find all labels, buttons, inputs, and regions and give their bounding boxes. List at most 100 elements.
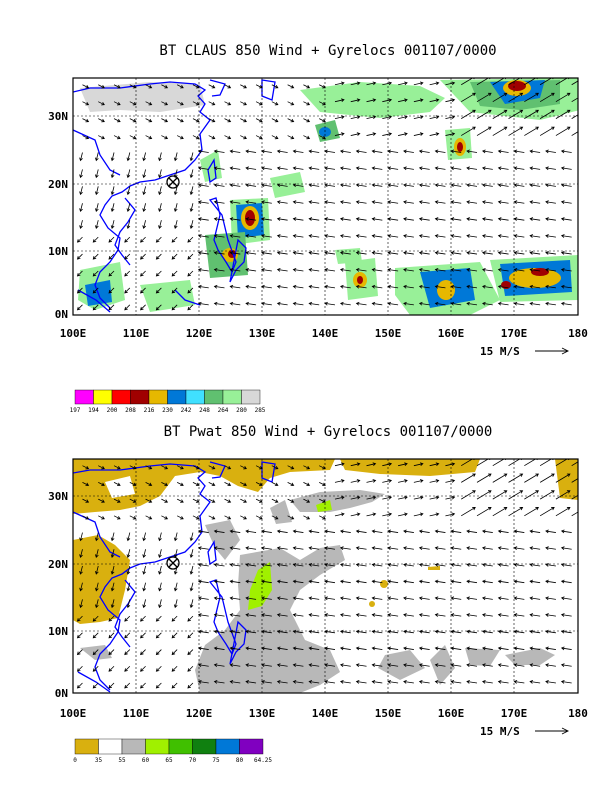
wind-arrow xyxy=(434,579,446,584)
wind-arrow xyxy=(450,646,462,651)
wind-arrow xyxy=(276,301,288,306)
wind-arrow xyxy=(113,101,121,106)
wind-arrow xyxy=(208,482,216,487)
wind-arrow xyxy=(482,217,493,221)
wind-arrow xyxy=(339,529,351,534)
wind-arrow xyxy=(276,663,288,667)
wind-arrow xyxy=(497,546,509,550)
wind-arrow xyxy=(466,149,478,154)
wind-arrow xyxy=(366,512,377,517)
wind-arrow xyxy=(171,632,178,639)
wind-arrow xyxy=(240,482,247,487)
wind-arrow xyxy=(292,529,304,534)
wind-arrow xyxy=(126,169,131,179)
wind-arrow xyxy=(371,579,383,584)
wind-arrow xyxy=(213,200,225,204)
wind-arrow xyxy=(445,81,456,86)
wind-arrow xyxy=(76,287,83,294)
wind-arrow xyxy=(560,613,572,617)
wind-arrow xyxy=(398,479,408,483)
wind-arrow xyxy=(171,304,178,311)
wind-arrow xyxy=(450,251,462,255)
wind-arrow xyxy=(213,596,225,601)
wind-arrow xyxy=(189,565,194,575)
wind-arrow xyxy=(129,118,137,123)
wind-arrow xyxy=(158,599,162,609)
wind-arrow xyxy=(292,149,304,154)
wind-arrow xyxy=(155,270,162,277)
wind-arrow xyxy=(413,81,424,86)
wind-arrow xyxy=(403,579,414,584)
wind-arrow xyxy=(276,613,288,617)
colorbar-label: 230 xyxy=(162,407,173,414)
wind-arrow xyxy=(476,490,492,500)
wind-arrow xyxy=(555,92,571,103)
wind-arrow xyxy=(387,166,399,171)
wind-arrow xyxy=(213,217,225,221)
colorbar-swatch xyxy=(74,738,99,755)
wind-arrow xyxy=(418,267,430,272)
wind-arrow xyxy=(555,126,571,136)
wind-arrow xyxy=(108,270,115,277)
wind-arrow xyxy=(171,253,178,260)
wind-arrow xyxy=(497,149,509,154)
wind-arrow xyxy=(539,490,555,500)
wind-arrow xyxy=(213,251,225,255)
wind-arrow xyxy=(189,582,194,592)
wind-arrow xyxy=(560,546,572,550)
panel-claus: BT CLAUS 850 Wind + Gyrelocs 001107/0000 xyxy=(48,43,588,414)
wind-arrow xyxy=(276,200,288,204)
wind-arrow xyxy=(142,549,147,559)
wind-arrow xyxy=(192,101,200,106)
wind-arrow xyxy=(276,546,288,550)
colorbar-label: 55 xyxy=(118,757,126,764)
wind-arrow xyxy=(545,267,556,272)
svg-text:15 M/S: 15 M/S xyxy=(480,345,520,358)
wind-arrow xyxy=(229,166,241,171)
wind-arrow xyxy=(197,251,209,255)
wind-arrow xyxy=(173,220,178,229)
wind-arrow xyxy=(79,582,83,592)
wind-arrow xyxy=(155,287,162,294)
wind-arrow xyxy=(571,494,578,500)
wind-arrow xyxy=(524,507,540,517)
wind-arrow xyxy=(208,465,216,470)
svg-text:150E: 150E xyxy=(375,327,402,340)
colorbar-swatch xyxy=(204,389,224,405)
wind-arrow xyxy=(418,234,430,238)
wind-arrow xyxy=(155,304,162,311)
colorbar-swatch xyxy=(192,738,217,755)
wind-arrow xyxy=(197,200,209,204)
wind-arrow xyxy=(82,515,90,520)
wind-arrow xyxy=(529,546,541,550)
wind-arrow xyxy=(529,679,541,684)
wind-arrow xyxy=(434,613,446,617)
wind-arrow xyxy=(126,549,131,559)
wind-arrow xyxy=(508,109,524,119)
wind-arrow xyxy=(261,166,272,171)
wind-arrow xyxy=(276,217,288,221)
wind-arrow xyxy=(545,200,556,204)
wind-arrow xyxy=(324,217,336,221)
wind-arrow xyxy=(555,473,571,483)
svg-text:100E: 100E xyxy=(60,707,87,720)
wind-arrow xyxy=(79,532,83,542)
wind-arrow xyxy=(161,465,169,470)
wind-arrow xyxy=(403,284,414,289)
wind-arrow xyxy=(208,101,216,106)
wind-arrow xyxy=(108,632,115,639)
wind-arrow xyxy=(545,529,556,534)
svg-text:30N: 30N xyxy=(48,490,68,503)
wind-arrow xyxy=(126,203,131,213)
wind-arrow xyxy=(308,267,320,272)
wind-arrow xyxy=(366,495,377,500)
wind-arrow xyxy=(434,629,446,634)
wind-arrow xyxy=(482,596,493,601)
wind-arrow xyxy=(287,135,295,140)
wind-arrow xyxy=(339,217,351,221)
wind-arrow xyxy=(113,498,121,503)
wind-arrow xyxy=(497,562,509,567)
wind-arrow xyxy=(466,579,478,584)
wind-arrow xyxy=(413,115,424,120)
colorbar: 197 194 200 208 216 230 242 248 264 280 285 xyxy=(70,389,266,414)
